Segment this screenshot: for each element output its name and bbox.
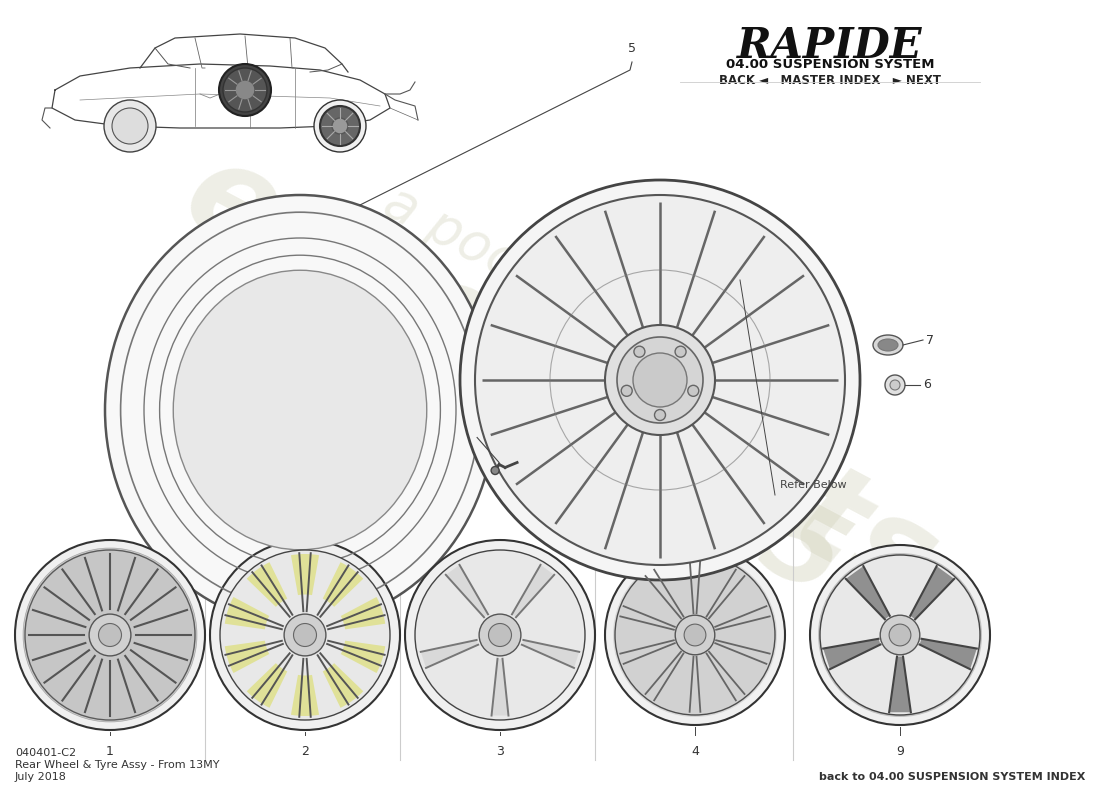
Circle shape [219,64,271,116]
Wedge shape [290,554,319,595]
Circle shape [889,624,911,646]
Text: euro►parts: euro►parts [163,129,957,631]
Circle shape [886,375,905,395]
Circle shape [615,555,776,715]
Circle shape [632,353,688,407]
Circle shape [320,106,360,146]
Wedge shape [224,597,270,630]
Text: 040401-C2: 040401-C2 [15,748,76,758]
Circle shape [294,623,317,646]
Wedge shape [224,641,270,673]
Circle shape [684,624,706,646]
Circle shape [675,615,715,654]
Text: BACK ◄   MASTER INDEX   ► NEXT: BACK ◄ MASTER INDEX ► NEXT [719,74,940,87]
Circle shape [890,380,900,390]
Ellipse shape [104,195,495,625]
Circle shape [89,614,131,656]
Text: a pool for p: a pool for p [375,176,666,364]
Circle shape [223,68,267,112]
Circle shape [460,180,860,580]
Text: Refer Below: Refer Below [780,480,847,490]
Text: 4: 4 [691,745,698,758]
Circle shape [235,80,255,100]
Polygon shape [920,638,977,669]
Circle shape [405,540,595,730]
Polygon shape [512,565,554,618]
Wedge shape [341,597,385,630]
Circle shape [23,548,197,722]
Text: 3: 3 [496,745,504,758]
Circle shape [210,540,400,730]
Circle shape [491,466,499,474]
Text: 6: 6 [923,378,931,391]
Wedge shape [341,641,385,673]
Circle shape [621,386,632,396]
Text: 5: 5 [628,42,636,55]
Circle shape [314,100,366,152]
Circle shape [480,614,521,656]
Polygon shape [446,565,488,618]
Wedge shape [246,562,287,607]
Text: 9: 9 [896,745,904,758]
Polygon shape [823,638,880,669]
Polygon shape [889,657,911,712]
Ellipse shape [878,339,898,351]
Circle shape [415,550,585,720]
Circle shape [810,545,990,725]
Polygon shape [492,658,508,715]
Circle shape [613,553,777,717]
Ellipse shape [873,335,903,355]
Circle shape [818,553,982,717]
Circle shape [488,623,512,646]
Wedge shape [322,562,363,607]
Polygon shape [421,640,478,668]
Text: back to 04.00 SUSPENSION SYSTEM INDEX: back to 04.00 SUSPENSION SYSTEM INDEX [818,772,1085,782]
Circle shape [25,550,195,720]
Text: July 2018: July 2018 [15,772,67,782]
Circle shape [634,346,645,357]
Circle shape [675,346,686,357]
Circle shape [99,623,121,646]
Circle shape [15,540,205,730]
Text: 04.00 SUSPENSION SYSTEM: 04.00 SUSPENSION SYSTEM [726,58,934,71]
Text: RAPIDE: RAPIDE [737,25,923,67]
Circle shape [475,195,845,565]
Wedge shape [290,675,319,716]
Circle shape [220,550,390,720]
Text: 1: 1 [106,745,114,758]
Circle shape [688,386,698,396]
Circle shape [605,325,715,435]
Circle shape [104,100,156,152]
Circle shape [880,615,920,654]
Circle shape [332,118,348,134]
Ellipse shape [174,270,427,550]
Circle shape [605,545,785,725]
Wedge shape [246,663,287,708]
Wedge shape [322,663,363,708]
Circle shape [112,108,148,144]
Text: 2: 2 [301,745,309,758]
Circle shape [654,410,666,421]
Polygon shape [846,566,890,619]
Circle shape [617,337,703,423]
Circle shape [284,614,326,656]
Circle shape [820,555,980,715]
Polygon shape [521,640,580,668]
Text: 8: 8 [465,419,473,433]
Text: 1985: 1985 [538,380,861,620]
Text: Rear Wheel & Tyre Assy - From 13MY: Rear Wheel & Tyre Assy - From 13MY [15,760,220,770]
Text: 7: 7 [926,334,934,346]
Polygon shape [910,566,954,619]
